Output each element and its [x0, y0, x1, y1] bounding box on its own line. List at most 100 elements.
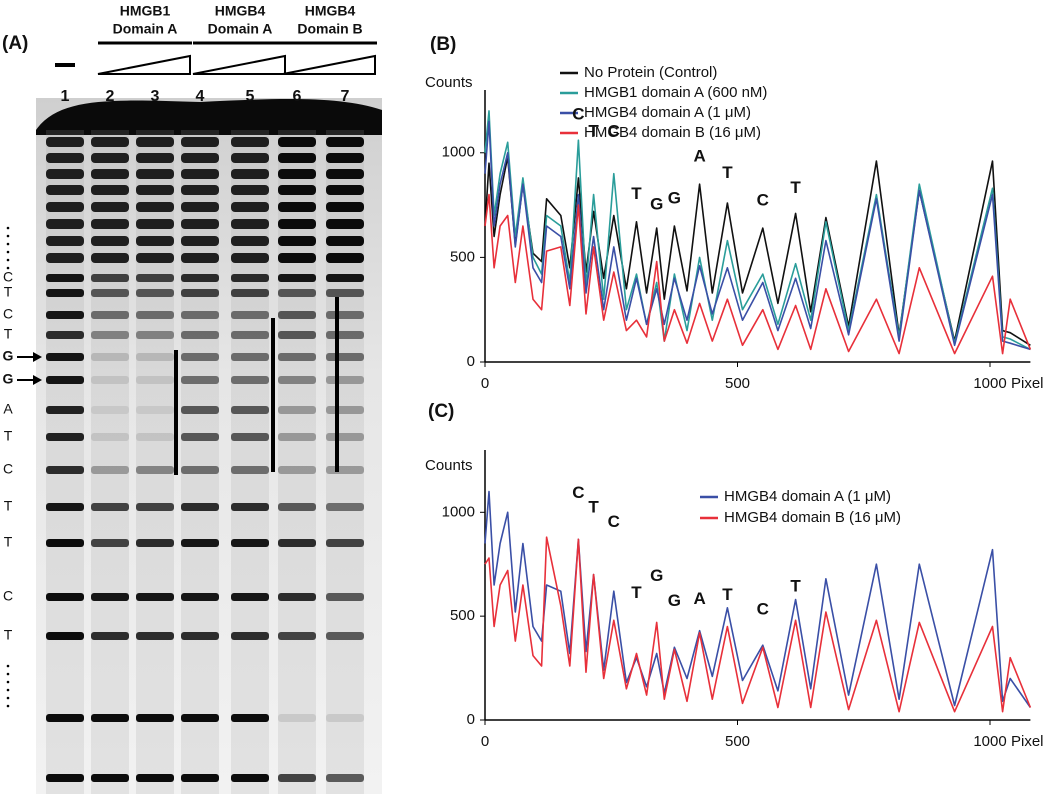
peak-label: T [631, 583, 642, 602]
band [91, 353, 129, 361]
peak-label: G [668, 591, 681, 610]
peak-label: T [722, 585, 733, 604]
peak-label: C [572, 483, 584, 502]
band [326, 236, 364, 246]
band [181, 169, 219, 179]
peak-label: T [631, 184, 642, 203]
band [231, 185, 269, 195]
band [136, 137, 174, 147]
band [181, 774, 219, 782]
lane-number: 7 [341, 88, 350, 105]
y-tick-label: 1000 [442, 503, 475, 520]
wedge [282, 54, 376, 75]
band [181, 593, 219, 601]
group-title: HMGB4 [305, 3, 356, 19]
band [278, 353, 316, 361]
x-tick-label: 500 [725, 733, 750, 750]
band [278, 274, 316, 282]
wedge [192, 54, 286, 75]
group-title: HMGB4 [215, 3, 266, 19]
band [136, 406, 174, 414]
y-tick-label: 0 [467, 711, 475, 728]
sequence-letter: T [4, 284, 13, 300]
band [136, 714, 174, 722]
band [326, 169, 364, 179]
band [91, 433, 129, 441]
panel-label: (B) [430, 34, 456, 55]
band [231, 311, 269, 319]
band [278, 202, 316, 212]
band [136, 539, 174, 547]
peak-label: C [572, 105, 584, 124]
band [46, 503, 84, 511]
band [91, 153, 129, 163]
band [91, 466, 129, 474]
lane-number: 4 [196, 88, 205, 105]
band [91, 202, 129, 212]
band [278, 331, 316, 339]
series-line [484, 110, 1031, 351]
band [136, 433, 174, 441]
band [278, 185, 316, 195]
band [231, 503, 269, 511]
band [136, 353, 174, 361]
sequence-letter: C [3, 269, 13, 285]
band [181, 219, 219, 229]
band [278, 406, 316, 414]
band [136, 311, 174, 319]
y-axis-label: Counts [425, 74, 473, 91]
lane-smear [46, 130, 84, 794]
band [278, 236, 316, 246]
band [46, 353, 84, 361]
band [278, 153, 316, 163]
lane-number: 5 [246, 88, 255, 105]
band [181, 137, 219, 147]
arrowhead [33, 352, 42, 362]
band [231, 202, 269, 212]
sequence-letter: T [4, 498, 13, 514]
lane-smear [91, 130, 129, 794]
band [91, 406, 129, 414]
peak-label: A [693, 146, 705, 165]
band [326, 219, 364, 229]
band [136, 169, 174, 179]
band [46, 466, 84, 474]
x-tick-label: 0 [481, 375, 489, 392]
band [326, 185, 364, 195]
gel-well [36, 99, 382, 135]
band [326, 274, 364, 282]
band [91, 503, 129, 511]
lane-smear [278, 130, 316, 794]
y-tick-label: 1000 [442, 144, 475, 161]
band [136, 593, 174, 601]
band [46, 714, 84, 722]
band [278, 169, 316, 179]
band [136, 376, 174, 384]
band [136, 202, 174, 212]
band [46, 153, 84, 163]
band [231, 539, 269, 547]
band [181, 185, 219, 195]
band [181, 289, 219, 297]
band [231, 376, 269, 384]
legend-label: HMGB4 domain A (1 μM) [724, 488, 891, 505]
band [278, 311, 316, 319]
peak-label: G [650, 566, 663, 585]
lane-number: 1 [61, 88, 70, 105]
band [231, 169, 269, 179]
band [46, 253, 84, 263]
peak-label: C [757, 599, 769, 618]
band [326, 353, 364, 361]
band [231, 153, 269, 163]
band [278, 503, 316, 511]
band [91, 632, 129, 640]
x-tick-label: 1000 [973, 375, 1006, 392]
band [136, 185, 174, 195]
band [91, 137, 129, 147]
gel [36, 98, 382, 794]
band [278, 466, 316, 474]
series-line [484, 193, 1032, 355]
band [326, 466, 364, 474]
peak-label: T [722, 163, 733, 182]
band [278, 774, 316, 782]
